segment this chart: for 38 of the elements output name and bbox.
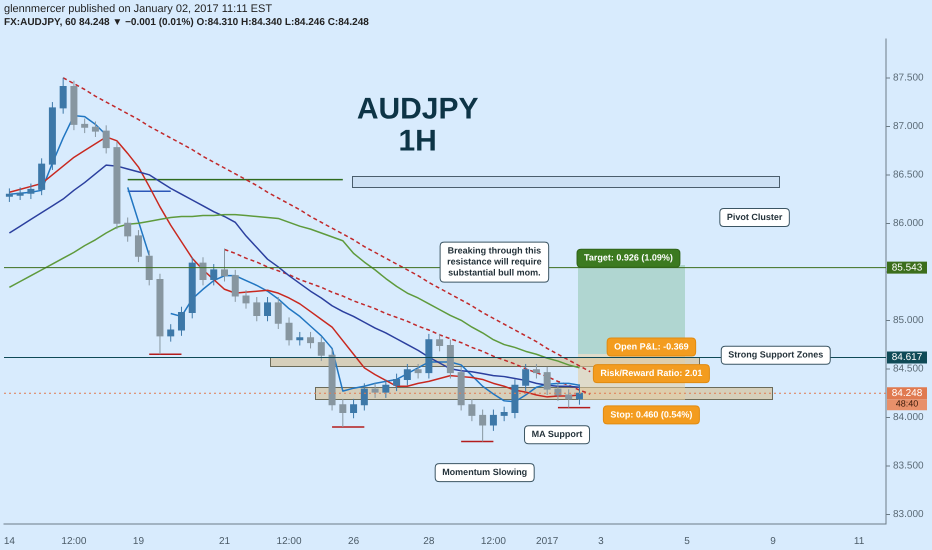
annotation: Momentum Slowing — [442, 467, 528, 478]
y-tick-label: 83.500 — [893, 460, 924, 472]
y-tick-label: 83.000 — [893, 509, 924, 520]
ref-line-label: 85.543 — [892, 262, 923, 274]
annotation: Risk/Reward Ratio: 2.01 — [600, 368, 702, 378]
y-tick-label: 84.000 — [893, 412, 924, 424]
x-tick-label: 12:00 — [480, 536, 506, 547]
y-tick-label: 87.000 — [893, 121, 924, 132]
y-tick-label: 86.000 — [893, 218, 924, 230]
text: 48:40 — [896, 398, 918, 409]
x-tick-label: 9 — [770, 536, 776, 547]
annotation: Stop: 0.460 (0.54%) — [610, 409, 692, 420]
x-tick-label: 14 — [4, 536, 16, 547]
x-tick-label: 21 — [218, 536, 230, 547]
x-tick-label: 12:00 — [61, 536, 87, 547]
x-tick-label: 11 — [854, 536, 865, 547]
annotation: Target: 0.926 (1.09%) — [584, 252, 673, 263]
x-tick-label: 19 — [132, 536, 144, 547]
x-tick-label: 28 — [423, 536, 435, 547]
x-tick-label: 12:00 — [276, 536, 302, 547]
annotation: Breaking through this resistance will require substantial bull mom. — [447, 246, 542, 278]
chart-title: glennmercer published on January 02, 2017 11:11 EST — [4, 3, 274, 16]
ref-line-label: 84.617 — [892, 352, 923, 364]
y-tick-label: 86.500 — [893, 170, 924, 181]
chart-subtitle: FX:AUDJPY, 60 84.248 ▼ −0.001 (0.01%) O:84.310 H:84.340 L:84.246 C:84.248 — [4, 16, 370, 29]
annotation: MA Support — [532, 429, 582, 440]
annotation: Pivot Cluster — [726, 212, 783, 222]
y-tick-label: 84.500 — [893, 364, 924, 375]
ref-line-label: 84.248 — [892, 388, 923, 399]
y-tick-label: 87.500 — [893, 72, 924, 84]
x-tick-label: 2017 — [536, 536, 559, 547]
x-tick-label: 26 — [348, 536, 360, 547]
x-tick-label: 5 — [684, 536, 690, 547]
annotation: Open P&L: -0.369 — [614, 341, 689, 352]
annotation: AUDJPY 1H — [356, 92, 479, 158]
y-tick-label: 85.000 — [893, 315, 924, 326]
x-tick-label: 3 — [598, 536, 604, 547]
annotation: Strong Support Zones — [728, 350, 824, 360]
